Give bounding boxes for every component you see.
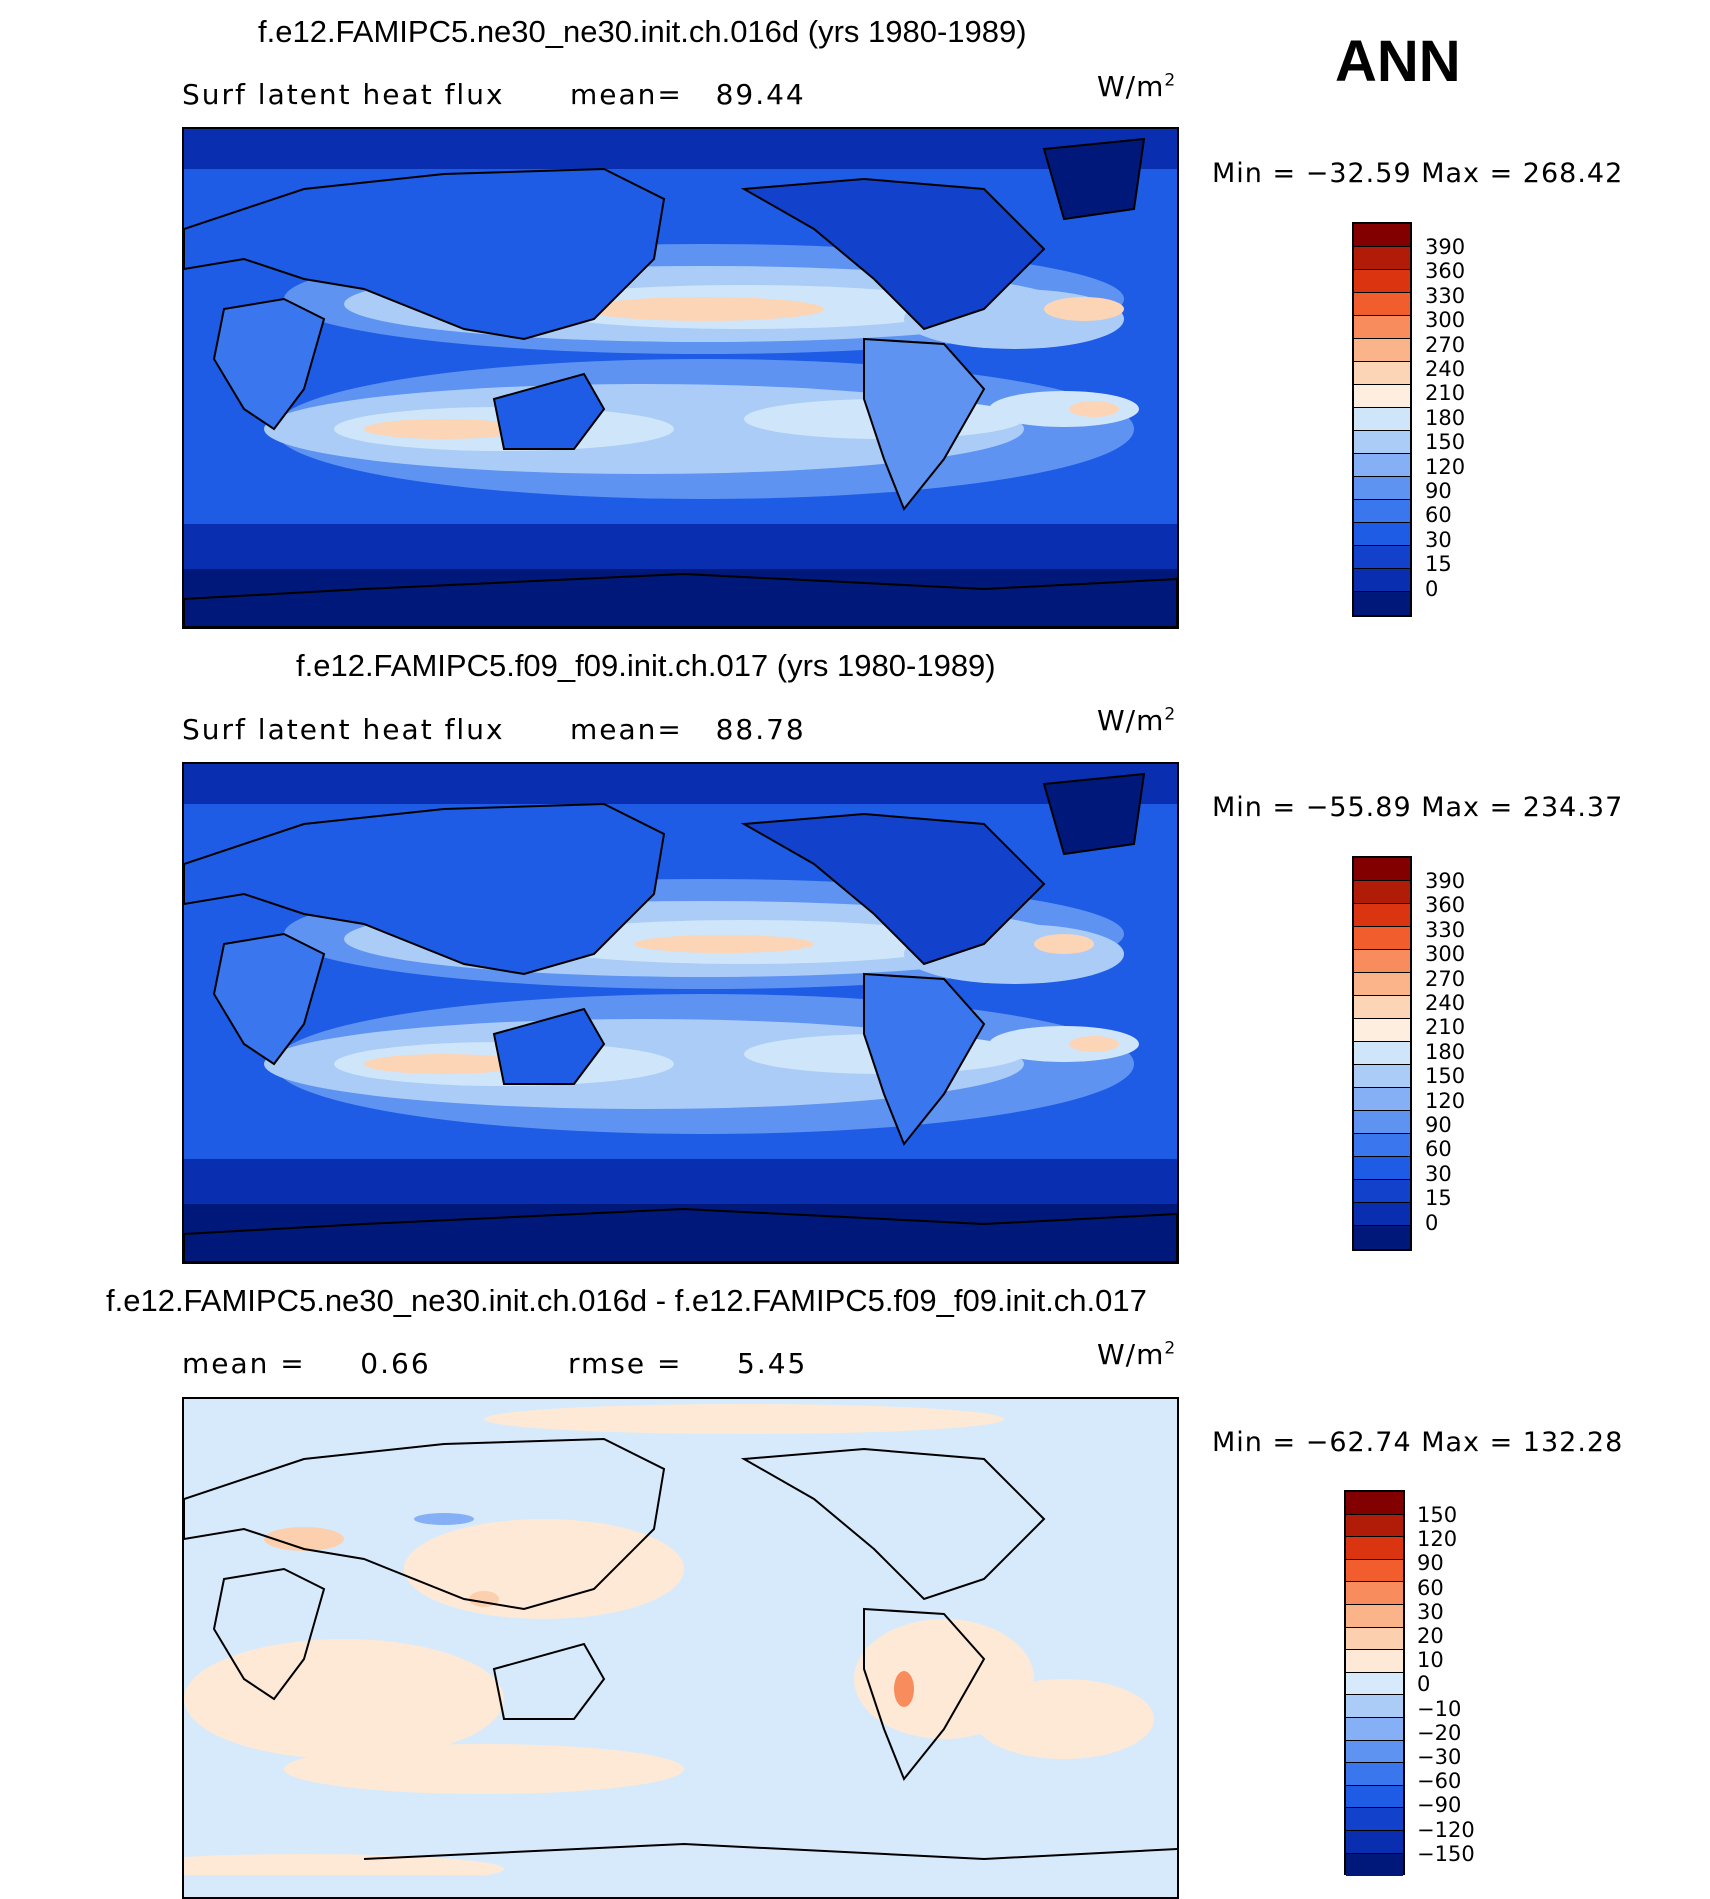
- panel-title: f.e12.FAMIPC5.ne30_ne30.init.ch.016d (yr…: [258, 14, 1027, 49]
- colorbar-tick: 270: [1425, 332, 1466, 357]
- colorbar-tick: 240: [1425, 991, 1466, 1015]
- colorbar-tick: −150: [1417, 1841, 1475, 1866]
- colorbar-tick: 0: [1417, 1672, 1431, 1697]
- colorbar-tick: −10: [1417, 1696, 1462, 1721]
- colorbar-tick: 300: [1425, 308, 1466, 333]
- colorbar-tick: 150: [1425, 1064, 1466, 1089]
- colorbar-tick: 30: [1425, 527, 1452, 552]
- map-field: [184, 764, 1177, 1262]
- colorbar-tick: −30: [1417, 1745, 1462, 1769]
- panel-title: f.e12.FAMIPC5.ne30_ne30.init.ch.016d - f…: [106, 1283, 1147, 1318]
- mean-value: 88.78: [715, 713, 806, 746]
- colorbar-tick: 30: [1425, 1161, 1452, 1186]
- colorbar: [1352, 856, 1412, 1251]
- colorbar-tick: 90: [1425, 1113, 1452, 1137]
- colorbar-ticks: 150 120 90 60 30 20 10 0 −10 −20 −30 −60…: [1417, 1505, 1507, 1875]
- variable-label: Surf latent heat flux: [182, 713, 505, 746]
- colorbar-tick: 60: [1425, 1137, 1452, 1162]
- panel-title: f.e12.FAMIPC5.f09_f09.init.ch.017 (yrs 1…: [296, 648, 996, 683]
- colorbar-tick: 360: [1425, 893, 1466, 918]
- colorbar-tick: 300: [1425, 942, 1466, 967]
- colorbar-tick: 330: [1425, 283, 1466, 308]
- map-plot: [182, 762, 1179, 1264]
- colorbar-tick: −20: [1417, 1720, 1462, 1745]
- colorbar-tick: 390: [1425, 869, 1466, 893]
- colorbar-tick: 120: [1425, 454, 1466, 479]
- mean-label: mean= 88.78: [570, 713, 806, 746]
- colorbar-tick: 10: [1417, 1648, 1444, 1673]
- colorbar-ticks: 390 360 330 300 270 240 210 180 150 120 …: [1425, 237, 1505, 617]
- map-plot: [182, 127, 1179, 629]
- min-max-label: Min = −55.89 Max = 234.37: [1212, 792, 1624, 823]
- colorbar-tick: 150: [1417, 1503, 1458, 1527]
- colorbar-tick: 120: [1425, 1088, 1466, 1113]
- mean-label: mean = 0.66: [182, 1347, 431, 1380]
- map-field: [184, 129, 1177, 627]
- units-label: W/m2: [1097, 704, 1177, 737]
- colorbar-ticks: 390 360 330 300 270 240 210 180 150 120 …: [1425, 871, 1505, 1251]
- colorbar-tick: 90: [1417, 1551, 1444, 1576]
- colorbar-tick: 30: [1417, 1599, 1444, 1624]
- colorbar-tick: 60: [1417, 1575, 1444, 1600]
- colorbar-tick: −120: [1417, 1817, 1475, 1842]
- rmse-value: 5.45: [737, 1347, 808, 1380]
- mean-label: mean= 89.44: [570, 78, 806, 111]
- variable-label: Surf latent heat flux: [182, 78, 505, 111]
- units-label: W/m2: [1097, 1338, 1177, 1371]
- colorbar-tick: 360: [1425, 259, 1466, 284]
- colorbar: [1352, 222, 1412, 617]
- colorbar-tick: 20: [1417, 1624, 1444, 1648]
- colorbar-tick: 210: [1425, 381, 1466, 406]
- colorbar-tick: 15: [1425, 1186, 1452, 1211]
- colorbar-tick: 90: [1425, 479, 1452, 503]
- colorbar-tick: 180: [1425, 1039, 1466, 1064]
- units-label: W/m2: [1097, 70, 1177, 103]
- colorbar-tick: 390: [1425, 235, 1466, 259]
- colorbar-tick: 0: [1425, 576, 1439, 601]
- colorbar-tick: 0: [1425, 1210, 1439, 1235]
- mean-value: 89.44: [715, 78, 806, 111]
- rmse-label: rmse = 5.45: [568, 1347, 808, 1380]
- mean-value: 0.66: [360, 1347, 431, 1380]
- colorbar-tick: 270: [1425, 966, 1466, 991]
- colorbar-tick: −90: [1417, 1793, 1462, 1818]
- colorbar-tick: −60: [1417, 1769, 1462, 1794]
- colorbar-tick: 330: [1425, 917, 1466, 942]
- colorbar-tick: 210: [1425, 1015, 1466, 1040]
- colorbar-tick: 240: [1425, 357, 1466, 381]
- map-field: [184, 1399, 1177, 1875]
- colorbar: [1344, 1490, 1405, 1877]
- map-plot: [182, 1397, 1179, 1899]
- colorbar-tick: 120: [1417, 1527, 1458, 1552]
- colorbar-tick: 60: [1425, 503, 1452, 528]
- min-max-label: Min = −32.59 Max = 268.42: [1212, 158, 1624, 189]
- min-max-label: Min = −62.74 Max = 132.28: [1212, 1427, 1624, 1458]
- colorbar-tick: 150: [1425, 430, 1466, 455]
- season-label: ANN: [1335, 29, 1461, 94]
- colorbar-tick: 15: [1425, 552, 1452, 577]
- colorbar-tick: 180: [1425, 405, 1466, 430]
